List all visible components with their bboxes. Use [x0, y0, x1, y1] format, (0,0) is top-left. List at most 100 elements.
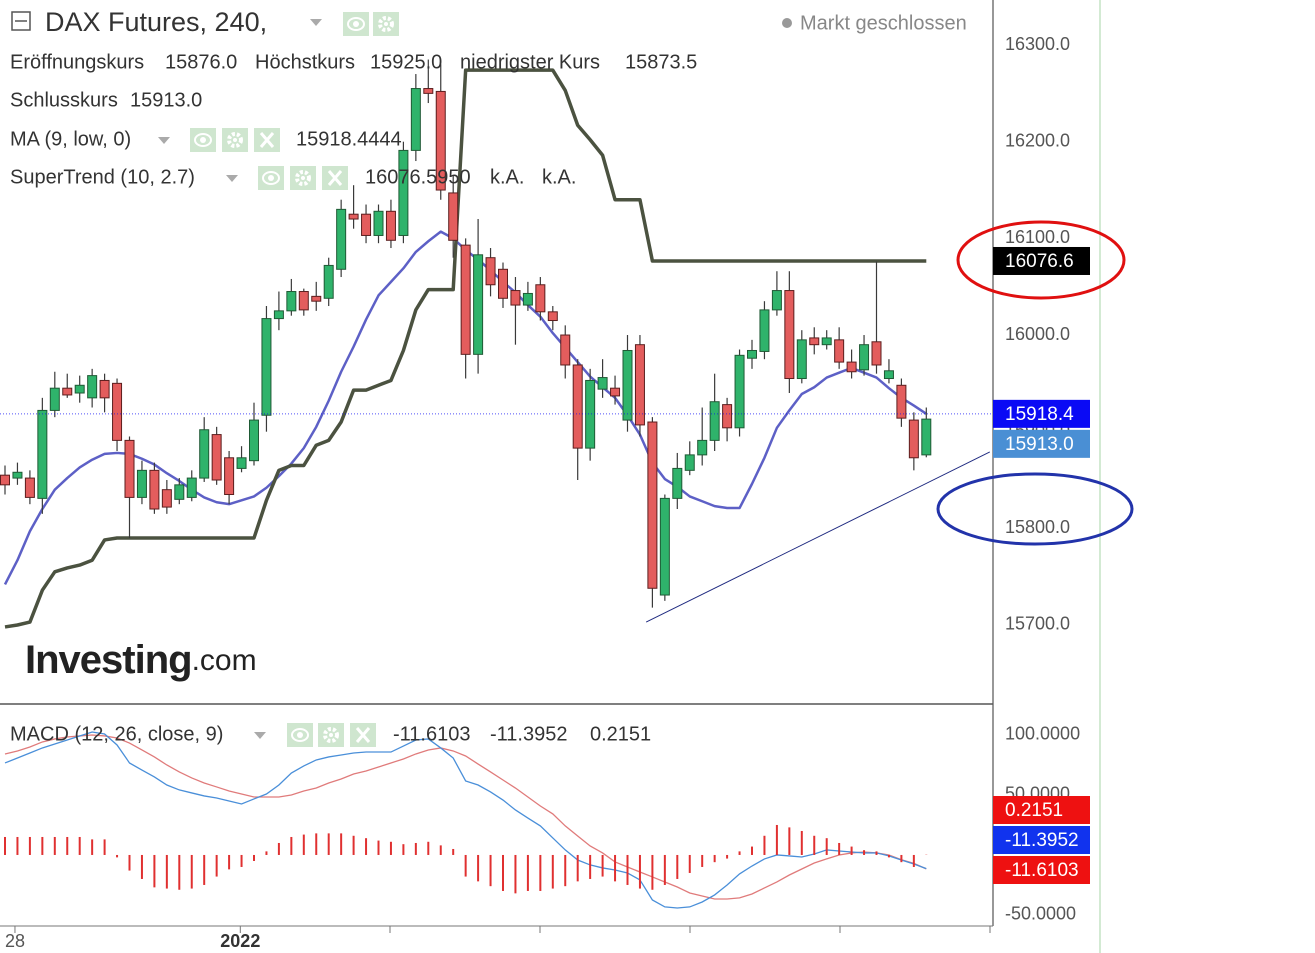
macd-value: 0.2151	[590, 723, 651, 745]
candle-body	[24, 477, 35, 498]
candle-body	[647, 421, 658, 589]
price-tag	[993, 826, 1090, 854]
candle-body	[361, 213, 372, 236]
candle-body	[908, 419, 919, 459]
candle-body	[161, 489, 172, 508]
price-tag	[993, 429, 1090, 458]
candle-body	[174, 484, 185, 500]
legend-label: Höchstkurs	[255, 51, 355, 73]
price-tag	[993, 856, 1090, 884]
indicator-caret[interactable]	[226, 175, 238, 182]
macd-value: -11.6103	[393, 723, 470, 745]
candle-body	[784, 290, 795, 380]
candle-body	[224, 457, 235, 496]
eye-icon[interactable]	[286, 722, 314, 748]
price-tag-label: -11.3952	[1005, 830, 1079, 851]
price-tag	[993, 399, 1090, 428]
candle-body	[896, 384, 907, 419]
y-tick-label: 100.0000	[1005, 724, 1080, 744]
chart-title: DAX Futures, 240,	[45, 7, 267, 37]
candle-body	[747, 349, 757, 359]
y-tick-label: 16000.0	[1005, 324, 1070, 344]
candle-body	[473, 254, 484, 355]
candle-body	[62, 387, 73, 396]
trend-line	[645, 451, 991, 623]
price-tag-label: 15918.4	[1005, 404, 1074, 425]
candle-body	[634, 344, 645, 426]
candle-body	[834, 339, 845, 363]
candle-body	[610, 387, 621, 397]
watermark-brand: Investing	[25, 638, 192, 682]
candle-body	[684, 454, 695, 471]
gear-icon[interactable]	[316, 721, 346, 749]
candle-body	[697, 439, 708, 456]
remove-icon[interactable]	[252, 126, 282, 154]
candle-body	[510, 290, 521, 306]
candle-body	[49, 387, 60, 411]
legend-label: niedrigster Kurs	[460, 51, 600, 73]
candle-body	[298, 291, 309, 311]
candle-body	[659, 497, 670, 596]
indicator-value: k.A.	[490, 166, 524, 188]
candle-body	[560, 334, 571, 366]
eye-icon[interactable]	[257, 165, 285, 191]
candle-body	[186, 477, 197, 498]
eye-icon[interactable]	[342, 11, 370, 37]
macd-line	[4, 734, 927, 900]
candle-body	[672, 467, 683, 499]
gear-icon[interactable]	[371, 10, 401, 38]
watermark-suffix: .com	[192, 644, 257, 677]
candle-body	[734, 354, 745, 429]
candle-body	[261, 318, 272, 416]
highlight-ellipse	[936, 472, 1134, 546]
price-tag-label: 0.2151	[1005, 800, 1063, 821]
candle-body	[597, 377, 608, 390]
y-tick-label: -50.0000	[1005, 904, 1076, 924]
candle-body	[99, 379, 110, 399]
candle-body	[211, 434, 222, 481]
candle-body	[124, 439, 135, 498]
legend-value: 15873.5	[625, 51, 697, 73]
candle-body	[522, 292, 533, 306]
legend-label: Schlusskurs	[10, 89, 118, 111]
collapse-icon[interactable]	[11, 11, 31, 31]
price-tag-label: -11.6103	[1005, 860, 1079, 881]
indicator-value: 15918.4444	[296, 128, 402, 150]
candle-body	[273, 310, 284, 320]
candle-body	[572, 364, 583, 449]
indicator-name: MA (9, low, 0)	[10, 128, 131, 150]
price-tag	[993, 246, 1090, 275]
y-tick-label: 16100.0	[1005, 227, 1070, 247]
candle-body	[448, 192, 459, 241]
remove-icon[interactable]	[320, 164, 350, 192]
legend-label: Eröffnungskurs	[10, 51, 144, 73]
indicator-caret[interactable]	[158, 137, 170, 144]
indicator-line	[4, 68, 927, 629]
candle-body	[859, 344, 870, 371]
candle-body	[286, 291, 297, 312]
x-tick-label: 28	[5, 931, 25, 951]
title-caret[interactable]	[310, 19, 322, 26]
candle-body	[112, 382, 123, 441]
watermark: Investing.com	[25, 638, 257, 682]
candle-body	[809, 337, 820, 346]
gear-icon[interactable]	[220, 126, 250, 154]
eye-icon[interactable]	[189, 127, 217, 153]
y-tick-label: 16300.0	[1005, 34, 1070, 54]
candle-body	[547, 311, 558, 322]
candle-body	[199, 429, 210, 479]
gear-icon[interactable]	[288, 164, 318, 192]
candle-body	[423, 88, 434, 94]
y-tick-label: 15700.0	[1005, 614, 1070, 634]
remove-icon[interactable]	[348, 721, 378, 749]
legend-value: 15876.0	[165, 51, 237, 73]
candle-body	[311, 295, 322, 302]
candle-body	[498, 268, 508, 299]
candle-body	[485, 257, 496, 286]
candle-body	[74, 384, 85, 394]
indicator-caret[interactable]	[254, 732, 266, 739]
candle-body	[435, 90, 446, 191]
candle-body	[535, 284, 546, 313]
candle-body	[373, 210, 384, 236]
